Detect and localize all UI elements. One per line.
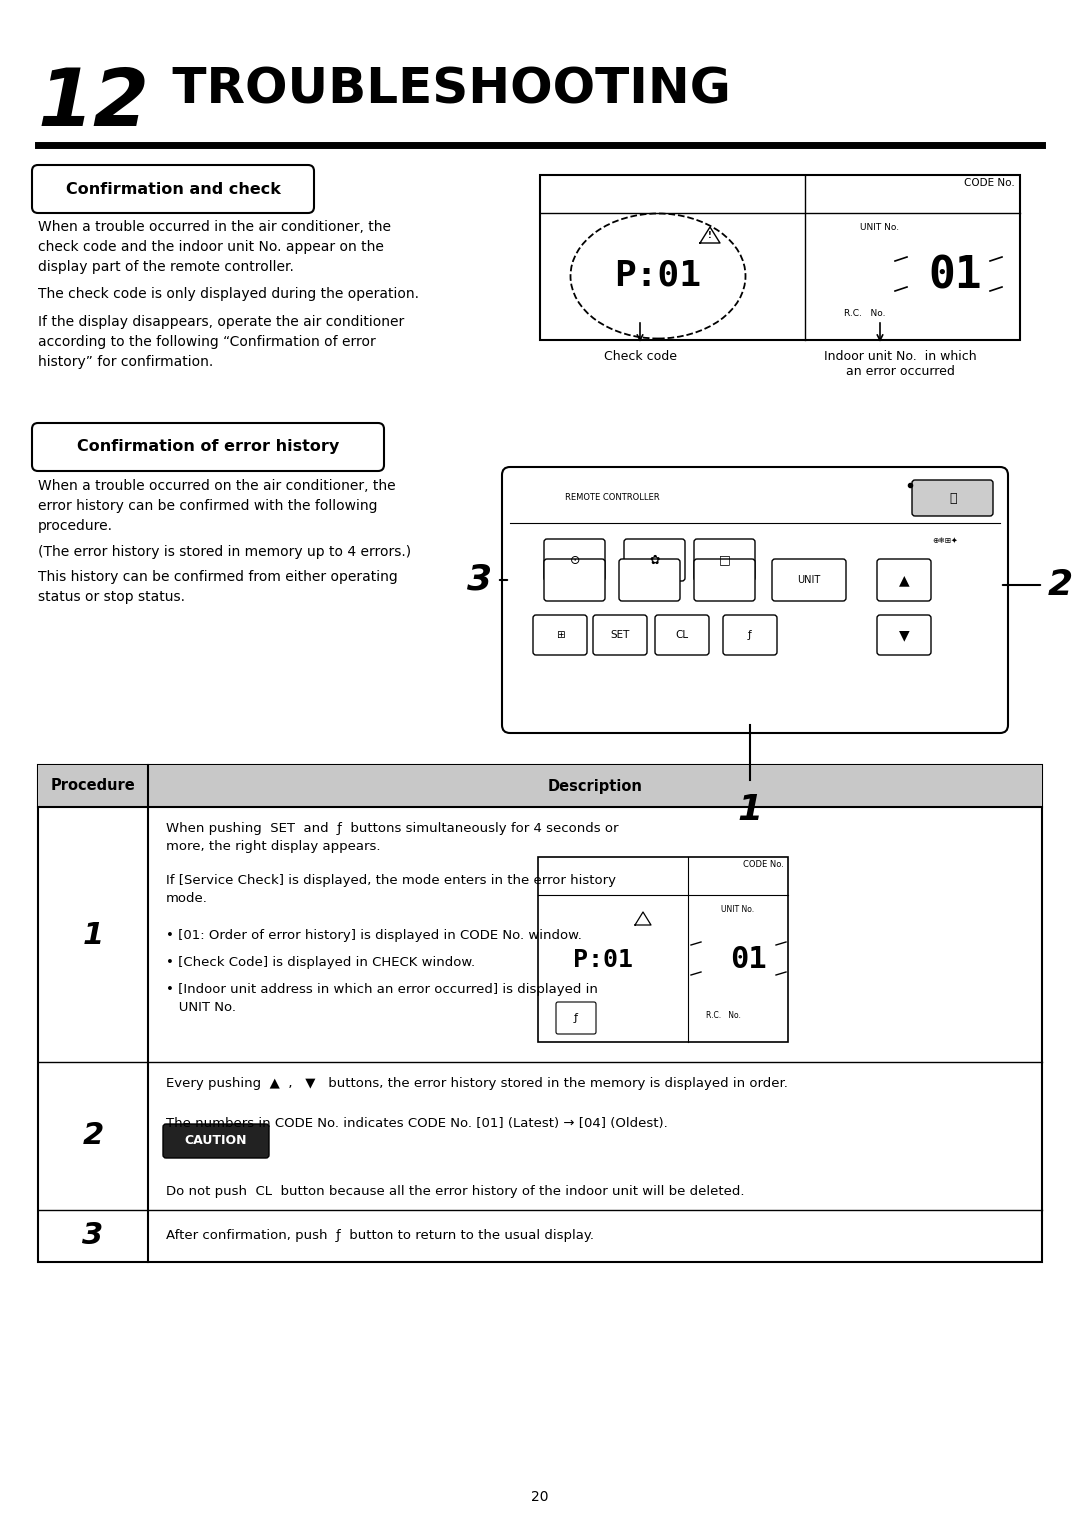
FancyBboxPatch shape — [32, 422, 384, 471]
Text: ▼: ▼ — [899, 628, 909, 642]
FancyBboxPatch shape — [534, 615, 588, 656]
FancyBboxPatch shape — [163, 1124, 269, 1157]
Text: ▲: ▲ — [899, 573, 909, 587]
Text: ✿: ✿ — [650, 554, 660, 566]
Text: 2: 2 — [82, 1121, 104, 1150]
Text: REMOTE CONTROLLER: REMOTE CONTROLLER — [565, 493, 660, 502]
Bar — [38, 766, 1042, 807]
Text: UNIT No.: UNIT No. — [861, 223, 900, 232]
FancyBboxPatch shape — [877, 560, 931, 601]
Text: R.C.   No.: R.C. No. — [845, 310, 886, 319]
Text: R.C.   No.: R.C. No. — [705, 1011, 741, 1020]
FancyBboxPatch shape — [502, 467, 1008, 734]
Text: UNIT: UNIT — [797, 575, 821, 586]
Text: CAUTION: CAUTION — [185, 1135, 247, 1147]
Text: !: ! — [708, 230, 712, 239]
Text: When pushing  SET  and  ƒ  buttons simultaneously for 4 seconds or
more, the rig: When pushing SET and ƒ buttons simultane… — [166, 822, 619, 852]
Text: 12: 12 — [38, 66, 150, 143]
Text: CODE No.: CODE No. — [964, 178, 1015, 188]
Text: This history can be confirmed from either operating
status or stop status.: This history can be confirmed from eithe… — [38, 570, 397, 604]
Text: ⊙: ⊙ — [570, 554, 580, 566]
Text: 1: 1 — [738, 793, 762, 827]
FancyBboxPatch shape — [544, 560, 605, 601]
FancyBboxPatch shape — [32, 165, 314, 214]
FancyBboxPatch shape — [912, 480, 993, 515]
FancyBboxPatch shape — [619, 560, 680, 601]
Text: After confirmation, push  ƒ  button to return to the usual display.: After confirmation, push ƒ button to ret… — [166, 1229, 594, 1243]
Text: ⏻: ⏻ — [949, 491, 957, 505]
Bar — [538, 857, 788, 1042]
Text: Description: Description — [548, 778, 643, 793]
Text: CL: CL — [675, 630, 689, 640]
Text: Do not push  CL  button because all the error history of the indoor unit will be: Do not push CL button because all the er… — [166, 1185, 744, 1199]
Text: □: □ — [719, 554, 731, 566]
Bar — [540, 175, 1020, 340]
Text: ⊞: ⊞ — [555, 630, 565, 640]
Text: 3: 3 — [82, 1222, 104, 1250]
Text: (The error history is stored in memory up to 4 errors.): (The error history is stored in memory u… — [38, 544, 411, 560]
FancyBboxPatch shape — [694, 560, 755, 601]
Text: P:01: P:01 — [573, 949, 633, 971]
Text: CODE No.: CODE No. — [743, 860, 784, 869]
Text: UNIT No.: UNIT No. — [721, 904, 755, 913]
FancyBboxPatch shape — [654, 615, 708, 656]
Text: When a trouble occurred in the air conditioner, the
check code and the indoor un: When a trouble occurred in the air condi… — [38, 220, 391, 274]
FancyBboxPatch shape — [544, 538, 605, 581]
Text: Every pushing  ▲  ,   ▼   buttons, the error history stored in the memory is dis: Every pushing ▲ , ▼ buttons, the error h… — [166, 1077, 788, 1090]
FancyBboxPatch shape — [772, 560, 846, 601]
FancyBboxPatch shape — [624, 538, 685, 581]
Text: Indoor unit No.  in which
an error occurred: Indoor unit No. in which an error occurr… — [824, 351, 976, 378]
Text: The numbers in CODE No. indicates CODE No. [01] (Latest) → [04] (Oldest).: The numbers in CODE No. indicates CODE N… — [166, 1116, 667, 1130]
Text: SET: SET — [610, 630, 630, 640]
Text: If the display disappears, operate the air conditioner
according to the followin: If the display disappears, operate the a… — [38, 316, 404, 369]
Text: • [Check Code] is displayed in CHECK window.: • [Check Code] is displayed in CHECK win… — [166, 956, 475, 968]
Text: Check code: Check code — [604, 351, 676, 363]
Text: 3: 3 — [467, 563, 492, 596]
Text: ƒ: ƒ — [573, 1013, 578, 1023]
Text: 20: 20 — [531, 1490, 549, 1504]
FancyBboxPatch shape — [556, 1002, 596, 1034]
FancyBboxPatch shape — [877, 615, 931, 656]
Text: ƒ: ƒ — [748, 630, 752, 640]
Text: TROUBLESHOOTING: TROUBLESHOOTING — [156, 66, 731, 113]
FancyBboxPatch shape — [593, 615, 647, 656]
Text: Procedure: Procedure — [51, 778, 135, 793]
FancyBboxPatch shape — [723, 615, 777, 656]
Text: The check code is only displayed during the operation.: The check code is only displayed during … — [38, 287, 419, 300]
Text: P:01: P:01 — [615, 259, 702, 293]
Text: ⊕❄⊞✦: ⊕❄⊞✦ — [932, 535, 958, 544]
Text: When a trouble occurred on the air conditioner, the
error history can be confirm: When a trouble occurred on the air condi… — [38, 479, 395, 534]
Text: 01: 01 — [730, 946, 767, 974]
Text: If [Service Check] is displayed, the mode enters in the error history
mode.: If [Service Check] is displayed, the mod… — [166, 874, 616, 904]
Text: 01: 01 — [928, 255, 982, 297]
Text: Confirmation of error history: Confirmation of error history — [77, 439, 339, 454]
FancyBboxPatch shape — [694, 538, 755, 581]
Text: 2: 2 — [1048, 567, 1074, 602]
Text: Confirmation and check: Confirmation and check — [66, 181, 281, 197]
Bar — [38, 766, 1042, 1263]
Text: • [01: Order of error history] is displayed in CODE No. window.: • [01: Order of error history] is displa… — [166, 929, 582, 942]
Text: • [Indoor unit address in which an error occurred] is displayed in
   UNIT No.: • [Indoor unit address in which an error… — [166, 984, 598, 1014]
Text: 1: 1 — [82, 921, 104, 950]
